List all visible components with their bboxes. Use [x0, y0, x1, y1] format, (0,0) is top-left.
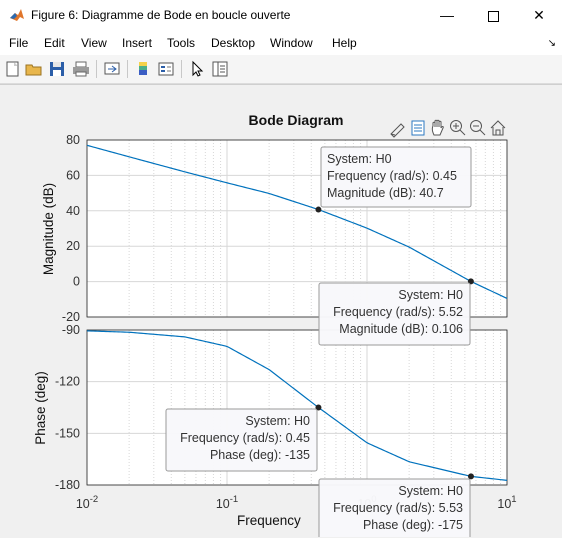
magnitude-ytick-label: 20 — [66, 239, 80, 253]
menu-edit[interactable]: Edit — [44, 36, 65, 50]
plot-title: Bode Diagram — [248, 112, 344, 128]
datatip-line: Frequency (rad/s): 5.53 — [333, 501, 463, 515]
xtick-label: 101 — [497, 494, 516, 511]
brush-icon[interactable] — [388, 118, 408, 138]
menu-help[interactable]: Help — [332, 36, 357, 50]
figure-toolbar — [0, 55, 562, 84]
home-icon[interactable] — [488, 118, 508, 138]
link-icon[interactable] — [103, 60, 121, 78]
datatip-line: Phase (deg): -175 — [363, 518, 463, 532]
matlab-logo-icon — [10, 9, 24, 21]
datatip-box[interactable]: System: H0 Frequency (rad/s): 5.53 Phase (… — [318, 478, 471, 537]
datatip-marker[interactable] — [315, 206, 322, 213]
phase-ylabel: Phase (deg) — [33, 371, 48, 445]
phase-series-line[interactable] — [86, 330, 508, 481]
datatip-line: Frequency (rad/s): 0.45 — [180, 431, 310, 445]
dock-arrow-icon[interactable]: ↘ — [547, 38, 556, 49]
legend-icon[interactable] — [157, 60, 175, 78]
phase-axes-frame — [86, 329, 508, 486]
datatip-line: System: H0 — [327, 152, 392, 166]
menu-tools[interactable]: Tools — [167, 36, 196, 50]
datatip-line: System: H0 — [245, 414, 310, 428]
menu-insert[interactable]: Insert — [122, 36, 153, 50]
magnitude-series-line[interactable] — [86, 144, 508, 299]
datatip-line: Frequency (rad/s): 5.52 — [333, 305, 463, 319]
menu-desktop[interactable]: Desktop — [211, 36, 256, 50]
magnitude-ytick-label: -20 — [62, 310, 80, 324]
menu-window[interactable]: Window — [270, 36, 313, 50]
menu-view[interactable]: View — [81, 36, 107, 50]
datatip-line: System: H0 — [398, 484, 463, 498]
magnitude-ytick-label: 0 — [73, 275, 80, 289]
datatip-box[interactable]: System: H0 Frequency (rad/s): 0.45 Phase (… — [165, 408, 318, 472]
phase-ytick-label: -90 — [62, 323, 80, 337]
xtick-label: 10-2 — [76, 494, 98, 511]
colorbar-icon[interactable] — [134, 60, 152, 78]
datatip-box[interactable]: System: H0 Frequency (rad/s): 0.45 Magnitu… — [320, 146, 472, 208]
toolbar-separator — [127, 60, 128, 78]
frequency-xlabel: Frequency — [237, 513, 301, 528]
magnitude-ytick-label: 80 — [66, 133, 80, 147]
phase-ytick-label: -180 — [55, 478, 80, 492]
maximize-icon — [487, 10, 499, 22]
datatip-line: Magnitude (dB): 0.106 — [339, 322, 463, 336]
print-icon[interactable] — [72, 60, 90, 78]
zoom-out-icon[interactable] — [468, 118, 488, 138]
zoom-in-icon[interactable] — [448, 118, 468, 138]
toolbar-separator — [96, 60, 97, 78]
property-inspector-icon[interactable] — [211, 60, 229, 78]
close-icon: ✕ — [533, 7, 545, 23]
phase-ytick-label: -120 — [55, 375, 80, 389]
datatip-marker[interactable] — [467, 473, 474, 480]
pan-icon[interactable] — [428, 118, 448, 138]
datatip-line: System: H0 — [398, 288, 463, 302]
datatip-line: Magnitude (dB): 40.7 — [327, 186, 444, 200]
open-icon[interactable] — [25, 60, 43, 78]
menu-bar: File Edit View Insert Tools Desktop Wind… — [0, 31, 562, 55]
datatip-box[interactable]: System: H0 Frequency (rad/s): 5.52 Magnitu… — [318, 282, 471, 346]
phase-ytick-label: -150 — [55, 426, 80, 440]
datatip-line: Frequency (rad/s): 0.45 — [327, 169, 457, 183]
maximize-button[interactable] — [470, 0, 516, 31]
pointer-icon[interactable] — [188, 60, 206, 78]
magnitude-axes-frame — [86, 139, 508, 318]
magnitude-ylabel: Magnitude (dB) — [41, 183, 56, 275]
datatip-marker[interactable] — [315, 404, 322, 411]
toolbar-separator — [181, 60, 182, 78]
new-figure-icon[interactable] — [4, 60, 22, 78]
datatip-line: Phase (deg): -135 — [210, 448, 310, 462]
minimize-icon: — — [440, 7, 454, 23]
title-bar: Figure 6: Diagramme de Bode en boucle ou… — [0, 0, 562, 31]
window-title: Figure 6: Diagramme de Bode en boucle ou… — [31, 8, 291, 22]
minimize-button[interactable]: — — [424, 0, 470, 31]
datatip-icon[interactable] — [408, 118, 428, 138]
menu-file[interactable]: File — [9, 36, 29, 50]
datatips: System: H0 Frequency (rad/s): 0.45 Magnitu… — [165, 146, 474, 537]
xtick-label: 10-1 — [216, 494, 238, 511]
magnitude-ytick-label: 40 — [66, 204, 80, 218]
close-button[interactable]: ✕ — [516, 0, 562, 31]
save-icon[interactable] — [48, 60, 66, 78]
magnitude-ytick-label: 60 — [66, 168, 80, 182]
axes-toolbar — [388, 118, 510, 138]
